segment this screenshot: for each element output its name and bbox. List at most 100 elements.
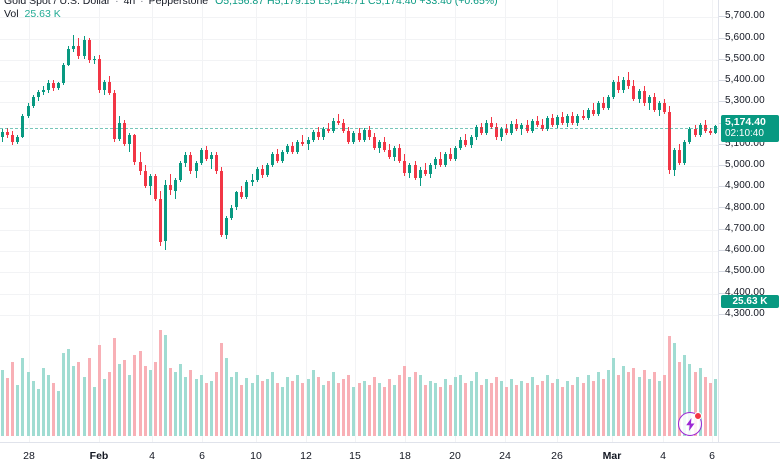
volume-bar [551, 383, 554, 436]
candle-body [11, 135, 15, 143]
current-price-badge: 5,174.40 02:10:40 [721, 114, 779, 142]
volume-bar [438, 387, 442, 436]
price-tick-mark [719, 144, 725, 145]
volume-bar [362, 380, 366, 436]
candle-body [576, 116, 580, 123]
volume-bar [6, 377, 10, 436]
volume-bar [357, 383, 361, 436]
time-tick-label: 15 [349, 450, 361, 462]
candle-body [388, 150, 392, 157]
candle-body [617, 82, 621, 91]
candle-body [474, 126, 478, 138]
volume-bar [500, 380, 504, 436]
chart-plot-area[interactable] [0, 0, 718, 442]
candle-body [688, 128, 692, 142]
volume-bar [123, 359, 127, 436]
volume-bar [82, 376, 86, 436]
candle-body [250, 179, 254, 182]
candle-body [235, 192, 239, 208]
candle-body [382, 141, 386, 151]
candle-body [637, 90, 641, 100]
volume-bar [663, 374, 667, 436]
symbol-label[interactable]: Gold Spot / U.S. Dollar [4, 0, 111, 7]
volume-bar [301, 383, 305, 436]
grid-line-vertical [612, 0, 613, 442]
volume-bar [163, 335, 167, 436]
candle-body [26, 105, 30, 116]
price-tick-mark [719, 250, 725, 251]
candle-wick [302, 135, 304, 146]
candle-body [551, 118, 554, 125]
price-tick-mark [719, 207, 725, 208]
grid-line-horizontal [0, 16, 718, 18]
candle-body [301, 141, 305, 145]
grid-line-vertical [202, 0, 203, 442]
time-tick-label: 6 [709, 450, 715, 462]
candle-body [657, 103, 661, 110]
candle-body [367, 129, 371, 138]
volume-bar [433, 383, 437, 436]
volume-series [1, 330, 717, 436]
candle-body [107, 81, 111, 93]
volume-bar [586, 374, 590, 436]
volume-bar [494, 376, 498, 436]
candle-body [189, 154, 193, 171]
candle-body [566, 116, 570, 123]
time-axis[interactable]: 28 Feb 4 6 10 12 15 18 20 24 26 Mar 4 6 [0, 442, 780, 471]
candle-body [311, 132, 315, 140]
candle-body [184, 154, 188, 163]
candle-body [57, 83, 61, 89]
candle-body [296, 141, 300, 153]
candle-body [708, 131, 712, 134]
volume-bar [230, 376, 234, 436]
grid-line-horizontal [0, 293, 718, 295]
volume-bar [21, 357, 25, 436]
volume-bar [316, 376, 320, 436]
time-tick-label: 28 [23, 450, 35, 462]
volume-bar [510, 378, 514, 436]
price-tick-mark [719, 293, 725, 294]
interval-label[interactable]: 4h [123, 0, 136, 7]
volume-bar [41, 368, 45, 436]
volume-bar [107, 372, 111, 436]
volume-bar [454, 376, 458, 436]
exchange-label[interactable]: Pepperstone [148, 0, 209, 7]
price-axis[interactable]: 5,700.00 5,600.00 5,500.00 5,400.00 5,300.00… [718, 0, 780, 442]
candle-body [265, 165, 269, 176]
volume-bar [372, 376, 376, 436]
lightning-bolt-icon[interactable] [678, 412, 702, 436]
candle-body [209, 154, 213, 159]
volume-bar [133, 355, 137, 436]
volume-bar [449, 385, 453, 436]
time-tick-label: Mar [602, 450, 622, 462]
volume-bar [26, 372, 30, 436]
grid-line-vertical [355, 0, 356, 442]
candle-body [632, 86, 636, 100]
volume-bar [382, 387, 386, 436]
candle-body [326, 128, 330, 131]
ohlc-values: O5,156.87 H5,179.15 L5,144.71 C5,174.40 … [215, 0, 498, 7]
candle-body [82, 40, 86, 57]
price-tick-mark [719, 229, 725, 230]
price-tick-mark [719, 165, 725, 166]
price-tick-mark [719, 186, 725, 187]
volume-bar [148, 370, 152, 436]
volume-bar [423, 385, 427, 436]
volume-bar [540, 380, 544, 436]
volume-value-badge: 25.63 K [721, 295, 779, 308]
candle-body [372, 137, 376, 148]
volume-bar [408, 376, 412, 436]
grid-line-vertical [505, 0, 506, 442]
volume-bar [174, 372, 178, 436]
candle-body [352, 133, 356, 142]
candle-body [494, 126, 498, 138]
candle-body [337, 121, 341, 123]
volume-bar [11, 361, 15, 436]
volume-bar [479, 385, 483, 436]
candle-body [21, 115, 25, 137]
volume-bar [199, 374, 203, 436]
candle-wick [327, 122, 329, 134]
volume-bar [189, 370, 193, 436]
volume-bar [209, 380, 213, 436]
candle-body [418, 170, 422, 178]
